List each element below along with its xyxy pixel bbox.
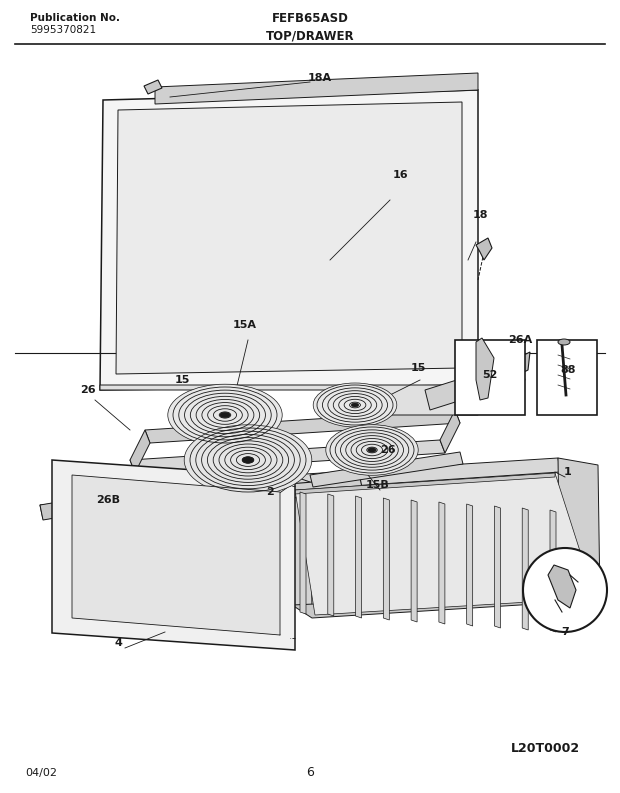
Polygon shape (522, 508, 528, 630)
Text: 15: 15 (410, 363, 426, 373)
Polygon shape (295, 473, 555, 494)
Polygon shape (550, 510, 556, 632)
Ellipse shape (351, 403, 359, 407)
Polygon shape (144, 80, 162, 94)
Text: 52: 52 (482, 370, 498, 380)
Polygon shape (476, 238, 492, 260)
Polygon shape (155, 73, 478, 104)
Polygon shape (476, 338, 494, 400)
Text: 04/02: 04/02 (25, 768, 57, 778)
Text: 26B: 26B (96, 495, 120, 505)
Text: 26: 26 (380, 445, 396, 455)
Polygon shape (40, 495, 103, 520)
Text: 6: 6 (306, 767, 314, 780)
Ellipse shape (184, 425, 312, 495)
Bar (537, 340, 597, 415)
Polygon shape (440, 410, 460, 453)
Polygon shape (494, 506, 500, 628)
Text: 15B: 15B (366, 480, 390, 490)
Polygon shape (558, 458, 600, 600)
Ellipse shape (242, 457, 254, 463)
Polygon shape (516, 352, 530, 376)
Ellipse shape (326, 425, 418, 475)
Polygon shape (439, 502, 445, 624)
Text: 18A: 18A (308, 73, 332, 83)
Ellipse shape (220, 412, 230, 418)
Polygon shape (130, 430, 150, 473)
Polygon shape (40, 478, 363, 519)
Polygon shape (295, 473, 595, 615)
Text: 7: 7 (561, 627, 569, 637)
Polygon shape (292, 593, 600, 618)
Polygon shape (548, 565, 576, 608)
Polygon shape (290, 458, 560, 490)
Polygon shape (425, 360, 525, 410)
Polygon shape (72, 475, 280, 635)
Bar (455, 340, 525, 415)
Text: Publication No.: Publication No. (30, 13, 120, 23)
Text: 26: 26 (80, 385, 96, 395)
Text: 18: 18 (472, 210, 488, 220)
Polygon shape (310, 452, 463, 487)
Text: 15A: 15A (233, 320, 257, 330)
Text: TOP/DRAWER: TOP/DRAWER (266, 29, 354, 43)
Ellipse shape (368, 448, 376, 452)
Polygon shape (52, 460, 295, 650)
Polygon shape (300, 492, 306, 614)
Polygon shape (383, 498, 389, 620)
Polygon shape (100, 90, 478, 390)
Text: 5995370821: 5995370821 (30, 25, 96, 35)
Polygon shape (100, 385, 478, 415)
Circle shape (523, 548, 607, 632)
Text: 16: 16 (392, 170, 408, 180)
Ellipse shape (558, 339, 570, 345)
Text: L20T0002: L20T0002 (511, 741, 580, 754)
Ellipse shape (168, 384, 282, 446)
Polygon shape (130, 440, 445, 473)
Text: 4: 4 (114, 638, 122, 648)
Text: 2: 2 (266, 487, 274, 497)
Polygon shape (467, 504, 472, 626)
Polygon shape (355, 496, 361, 618)
Text: 1: 1 (564, 467, 572, 477)
Ellipse shape (313, 383, 397, 427)
Text: 88: 88 (560, 365, 576, 375)
Text: 26A: 26A (508, 335, 532, 345)
Polygon shape (145, 410, 460, 443)
Polygon shape (328, 494, 334, 616)
Polygon shape (411, 500, 417, 622)
Text: 15: 15 (174, 375, 190, 385)
Text: FEFB65ASD: FEFB65ASD (272, 12, 348, 25)
Polygon shape (290, 475, 312, 610)
Polygon shape (116, 102, 462, 374)
